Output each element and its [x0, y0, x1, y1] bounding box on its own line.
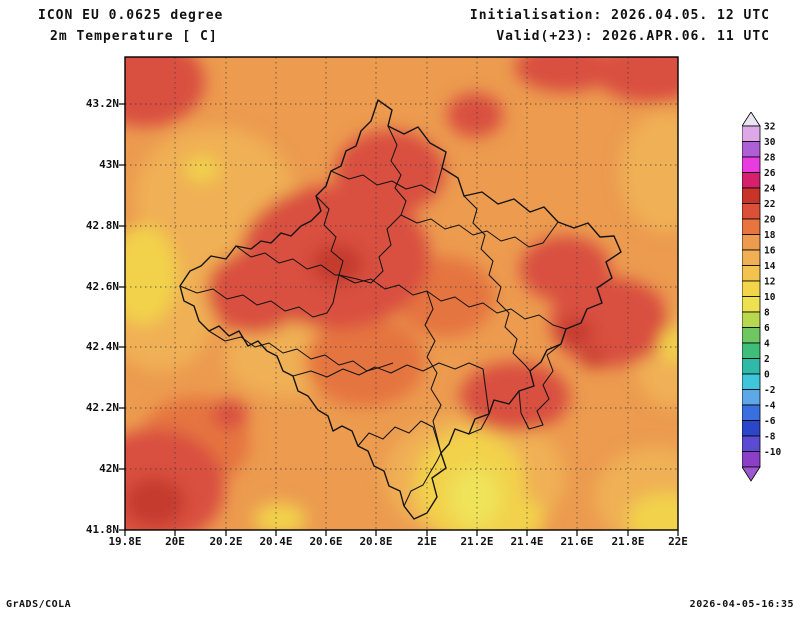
lon-tick-label: 21.8E: [602, 535, 654, 548]
lat-tick-label: 42.2N: [62, 401, 119, 414]
colorbar-tick-label: 10: [764, 292, 776, 303]
colorbar-tick-label: 32: [764, 122, 775, 133]
field-blob: [125, 478, 185, 526]
field-blob: [311, 244, 363, 284]
field-blob: [659, 327, 686, 363]
colorbar-cell: [742, 204, 760, 220]
lat-tick-label: 42.6N: [62, 280, 119, 293]
field-blob: [449, 467, 501, 527]
lon-tick-label: 21.2E: [451, 535, 503, 548]
colorbar-cell: [742, 188, 760, 204]
lon-tick-label: 21.4E: [501, 535, 553, 548]
field-blob: [185, 156, 219, 182]
colorbar-cell: [742, 235, 760, 251]
lon-tick-label: 20.6E: [300, 535, 352, 548]
colorbar-tick-label: 30: [764, 137, 776, 148]
colorbar-cell: [742, 297, 760, 313]
colorbar-tick-label: 20: [764, 215, 776, 226]
colorbar-cell: [742, 126, 760, 142]
colorbar-cell: [742, 343, 760, 359]
colorbar-cell: [742, 173, 760, 189]
colorbar-tick-label: -4: [764, 401, 776, 412]
lon-tick-label: 21E: [401, 535, 453, 548]
colorbar-tick-label: 26: [764, 168, 776, 179]
lat-tick-label: 43N: [62, 158, 119, 171]
colorbar-tick-label: -8: [764, 432, 776, 443]
lon-tick-label: 22E: [652, 535, 704, 548]
weather-map-page: ICON EU 0.0625 degree 2m Temperature [ C…: [0, 0, 800, 618]
model-title: ICON EU 0.0625 degree: [38, 8, 223, 23]
colorbar-cell: [742, 374, 760, 390]
lon-tick-label: 20E: [149, 535, 201, 548]
colorbar-cell: [742, 157, 760, 173]
colorbar-cell: [742, 436, 760, 452]
valid-time: Valid(+23): 2026.APR.06. 11 UTC: [496, 29, 770, 44]
field-blob: [212, 399, 248, 429]
colorbar-tick-label: -2: [764, 385, 775, 396]
lat-tick-label: 42N: [62, 462, 119, 475]
lon-tick-label: 19.8E: [99, 535, 151, 548]
colorbar-tick-label: 6: [764, 323, 770, 334]
parameter-title: 2m Temperature [ C]: [50, 29, 218, 44]
colorbar-tick-label: 4: [764, 339, 770, 350]
lat-tick-label: 43.2N: [62, 97, 119, 110]
field-blob: [582, 350, 604, 368]
init-time: Initialisation: 2026.04.05. 12 UTC: [470, 8, 770, 23]
colorbar-tick-label: 16: [764, 246, 776, 257]
lon-tick-label: 20.4E: [250, 535, 302, 548]
colorbar-cell: [742, 142, 760, 158]
colorbar-tick-label: 12: [764, 277, 775, 288]
colorbar-cell: [742, 328, 760, 344]
field-blob: [305, 317, 425, 407]
creation-timestamp: 2026-04-05-16:35: [690, 599, 794, 610]
lon-tick-label: 21.6E: [551, 535, 603, 548]
colorbar-tick-label: 8: [764, 308, 770, 319]
colorbar-tick-label: -6: [764, 416, 776, 427]
colorbar-cell: [742, 421, 760, 437]
grads-credit: GrADS/COLA: [6, 599, 71, 610]
colorbar-tick-label: 14: [764, 261, 776, 272]
colorbar-tick-label: -10: [764, 447, 781, 458]
colorbar-cell: [742, 266, 760, 282]
colorbar-cell: [742, 390, 760, 406]
colorbar-cell: [742, 250, 760, 266]
colorbar-cell: [742, 312, 760, 328]
lon-tick-label: 20.8E: [350, 535, 402, 548]
field-blob: [207, 250, 303, 334]
colorbar-tick-label: 24: [764, 184, 776, 195]
lon-tick-label: 20.2E: [200, 535, 252, 548]
colorbar-tick-label: 22: [764, 199, 775, 210]
colorbar: 32302826242220181614121086420-2-4-6-8-10: [742, 112, 800, 490]
lat-tick-label: 42.8N: [62, 219, 119, 232]
field-blob: [447, 93, 503, 137]
colorbar-cell: [742, 281, 760, 297]
colorbar-arrow-up: [742, 112, 760, 126]
colorbar-cell: [742, 359, 760, 375]
colorbar-cell: [742, 452, 760, 468]
colorbar-tick-label: 2: [764, 354, 770, 365]
colorbar-cell: [742, 219, 760, 235]
colorbar-cell: [742, 405, 760, 421]
colorbar-arrow-down: [742, 467, 760, 481]
lat-tick-label: 42.4N: [62, 340, 119, 353]
colorbar-tick-label: 28: [764, 153, 776, 164]
colorbar-tick-label: 18: [764, 230, 776, 241]
temperature-map: [117, 49, 686, 538]
colorbar-tick-label: 0: [764, 370, 770, 381]
